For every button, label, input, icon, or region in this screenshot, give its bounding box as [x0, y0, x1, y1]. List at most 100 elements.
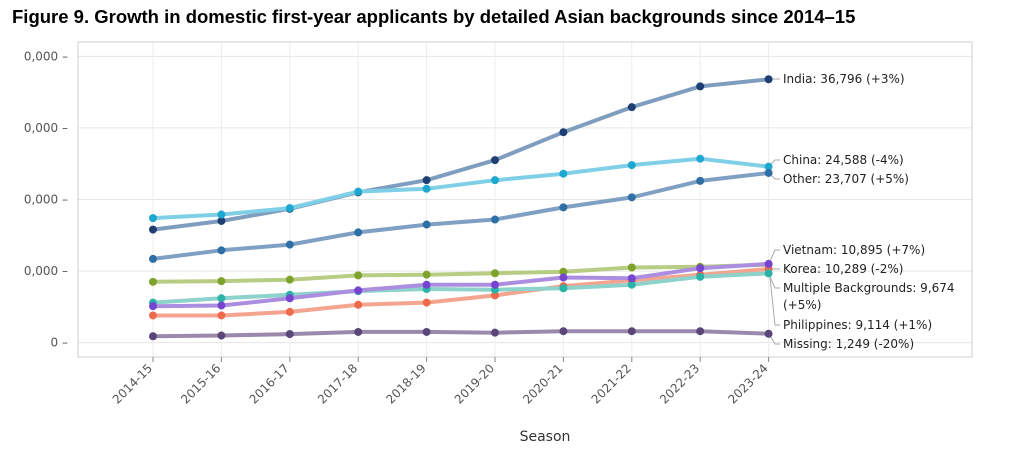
data-point: [354, 228, 363, 237]
series-line: [151, 262, 771, 284]
data-point: [422, 280, 431, 289]
data-point: [764, 259, 773, 268]
x-tick-label: 2017-18: [315, 361, 360, 406]
series-line: [151, 329, 771, 339]
y-tick-label: 0,000 –: [24, 121, 68, 135]
data-point: [217, 246, 226, 255]
data-point: [627, 280, 636, 289]
data-point: [764, 269, 773, 278]
data-point: [285, 330, 294, 339]
series-annotation: Philippines: 9,114 (+1%): [783, 318, 932, 332]
data-point: [696, 272, 705, 281]
data-point: [696, 176, 705, 185]
data-point: [559, 169, 568, 178]
x-axis-label: Season: [520, 429, 571, 445]
data-point: [491, 291, 499, 300]
plot-frame: [77, 41, 973, 358]
data-point: [217, 311, 226, 320]
annotation-connector: [768, 249, 780, 265]
data-point: [696, 264, 705, 273]
data-point: [285, 275, 294, 284]
data-point: [559, 284, 568, 293]
annotation-connector: [768, 263, 780, 326]
y-tick-label: 0,000 –: [24, 49, 68, 63]
data-point: [422, 327, 431, 336]
series-annotation: China: 24,588 (-4%): [783, 153, 904, 167]
series-philippines: [149, 259, 773, 311]
x-axis-ticks: 2014-15 2015-16 2016-17 2017-18 2018-19 2019-…: [110, 357, 771, 407]
data-point: [217, 331, 226, 340]
gridlines: [78, 42, 972, 357]
series-lines: [149, 75, 773, 341]
data-point: [354, 327, 363, 336]
series-line: [151, 171, 771, 261]
x-tick-label: 2019-20: [452, 361, 497, 406]
data-point: [149, 214, 157, 223]
series-annotations: India: 36,796 (+3%) China: 24,588 (-4%) Ot…: [783, 72, 955, 351]
data-point: [149, 311, 157, 320]
data-point: [559, 128, 568, 137]
data-point: [354, 187, 363, 196]
data-point: [285, 204, 294, 213]
data-point: [627, 327, 636, 336]
x-tick-label: 2023-24: [725, 361, 770, 406]
data-point: [627, 263, 636, 272]
data-point: [354, 300, 363, 309]
data-point: [491, 176, 499, 185]
series-india: [149, 75, 773, 234]
annotation-connector: [768, 333, 780, 345]
data-point: [627, 161, 636, 170]
data-point: [559, 273, 568, 282]
series-line: [151, 261, 771, 309]
data-point: [285, 307, 294, 316]
x-tick-label: 2016-17: [247, 361, 292, 406]
data-point: [627, 193, 636, 202]
series-annotation: Other: 23,707 (+5%): [783, 172, 909, 186]
data-point: [422, 220, 431, 229]
data-point: [559, 267, 568, 276]
data-point: [696, 82, 705, 91]
x-tick-label: 2022-23: [657, 361, 702, 406]
data-point: [422, 298, 431, 307]
series-line: [151, 77, 771, 232]
x-tick-label: 2020-21: [520, 361, 565, 406]
data-point: [217, 294, 226, 303]
data-point: [422, 184, 431, 193]
data-point: [149, 277, 157, 286]
data-point: [285, 240, 294, 249]
data-point: [149, 302, 157, 311]
data-point: [354, 286, 363, 295]
figure-title: Figure 9. Growth in domestic first-year …: [12, 6, 856, 27]
data-point: [764, 75, 773, 84]
data-point: [422, 176, 431, 185]
data-point: [491, 328, 499, 337]
y-tick-label: 0 –: [51, 336, 68, 350]
x-tick-label: 2015-16: [178, 361, 223, 406]
data-point: [627, 103, 636, 112]
data-point: [354, 271, 363, 280]
data-point: [764, 329, 773, 338]
series-other: [149, 168, 773, 263]
series-annotation: Multiple Backgrounds: 9,674 (+5%): [783, 281, 955, 312]
series-line: [151, 156, 771, 221]
series-line: [151, 271, 771, 305]
data-point: [491, 269, 499, 278]
data-point: [285, 294, 294, 303]
series-line: [151, 267, 771, 318]
data-point: [149, 225, 157, 234]
x-tick-label: 2018-19: [383, 361, 428, 406]
data-point: [422, 270, 431, 279]
data-point: [491, 280, 499, 289]
data-point: [217, 216, 226, 225]
series-missing: [149, 327, 773, 341]
data-point: [764, 162, 773, 171]
data-point: [217, 277, 226, 286]
data-point: [696, 327, 705, 336]
annotation-connectors: [768, 78, 780, 345]
annotation-connector: [768, 273, 780, 289]
series-china: [149, 154, 773, 223]
series-annotation: India: 36,796 (+3%): [783, 72, 905, 86]
data-point: [491, 156, 499, 165]
data-point: [764, 168, 773, 177]
